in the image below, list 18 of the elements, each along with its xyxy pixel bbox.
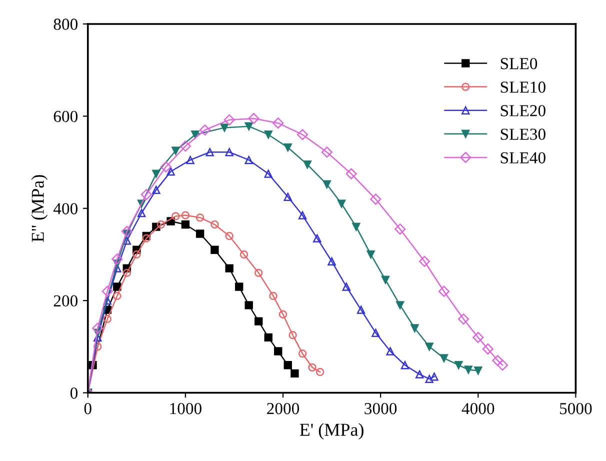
y-axis-title: E'' (MPa): [31, 175, 48, 242]
legend-label: SLE30: [500, 128, 546, 140]
y-tick-label: 0: [70, 387, 78, 399]
y-tick-label: 600: [54, 110, 78, 122]
legend-label: SLE20: [500, 105, 546, 116]
legend-label: SLE0: [500, 58, 538, 70]
x-tick-label: 5000: [560, 402, 592, 414]
x-tick-label: 3000: [364, 402, 397, 414]
x-axis-title: E' (MPa): [300, 423, 364, 440]
x-tick-label: 0: [84, 402, 92, 414]
y-tick-label: 400: [53, 203, 78, 214]
legend-label: SLE40: [500, 152, 546, 164]
legend-label: SLE10: [500, 82, 546, 93]
y-tick-label: 200: [54, 295, 78, 307]
y-tick-label: 800: [54, 18, 78, 30]
x-tick-label: 4000: [462, 402, 494, 414]
x-tick-label: 2000: [267, 402, 300, 414]
x-tick-label: 1000: [170, 402, 202, 414]
